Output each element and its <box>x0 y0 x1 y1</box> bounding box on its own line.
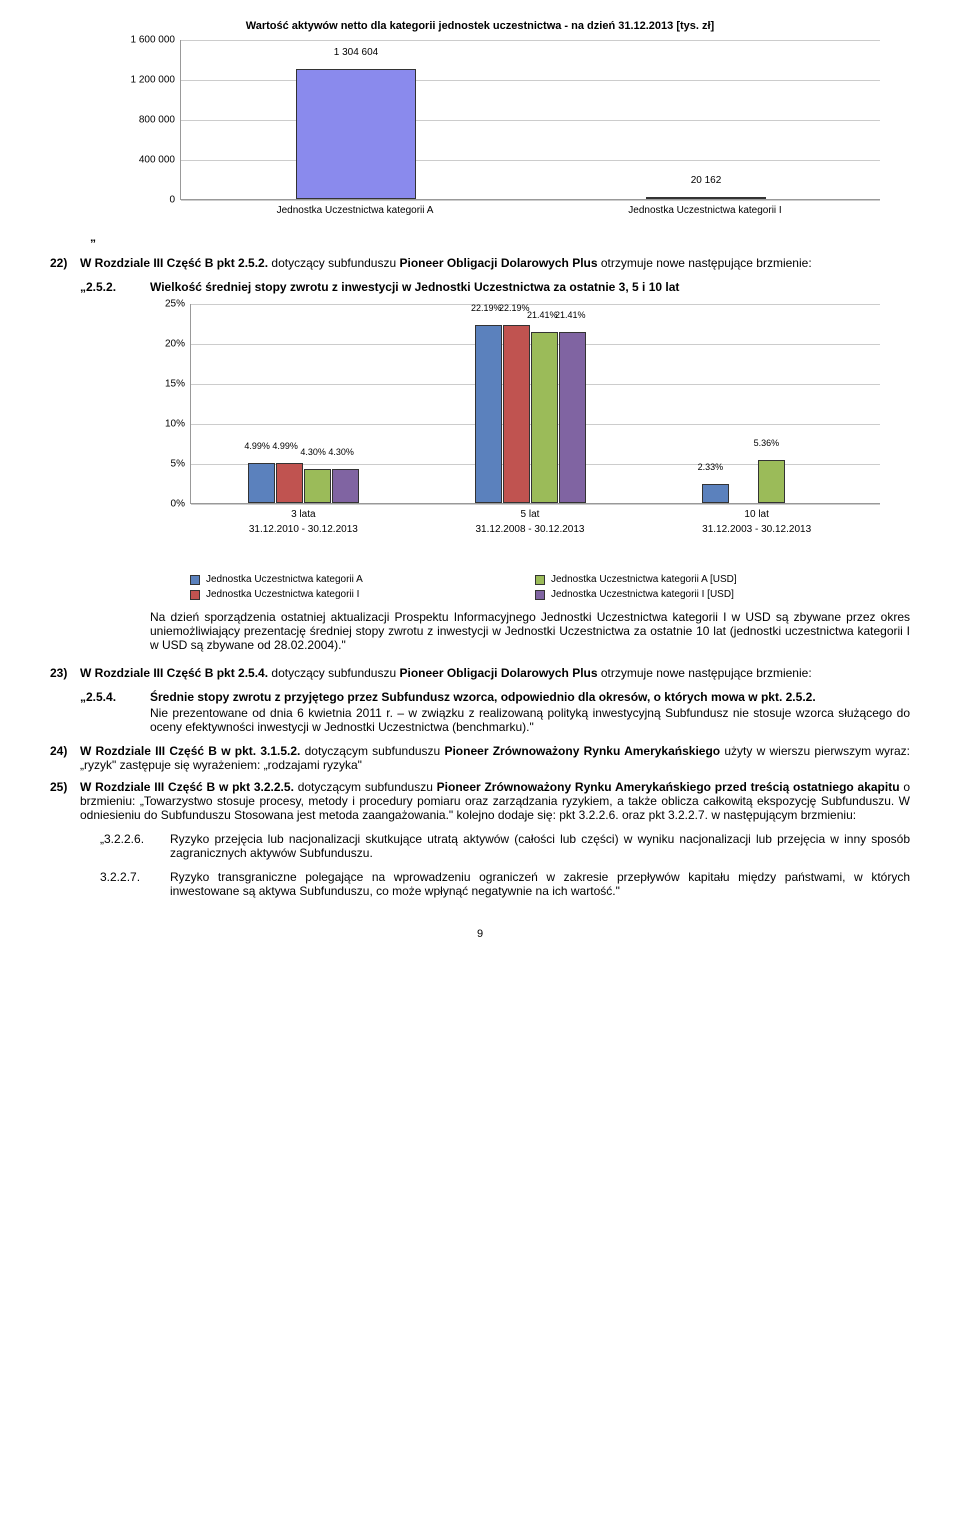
item-22-num: 22) <box>50 256 80 270</box>
chart2-plot: 0%5%10%15%20%25%4.99%4.99%4.30%4.30%22.1… <box>190 304 880 504</box>
item-22-body: W Rozdziale III Część B pkt 2.5.2. dotyc… <box>80 256 910 270</box>
para-22: Na dzień sporządzenia ostatniej aktualiz… <box>150 610 910 652</box>
chart2-bar <box>248 463 275 503</box>
section-3-2-2-6: „3.2.2.6. Ryzyko przejęcia lub nacjonali… <box>100 832 910 860</box>
chart2-bar <box>304 469 331 503</box>
section-3-2-2-7: 3.2.2.7. Ryzyko transgraniczne polegając… <box>100 870 910 898</box>
page-number: 9 <box>50 928 910 940</box>
quote-mark: „ <box>90 230 910 244</box>
chart1: 1 304 60420 162 0400 000800 0001 200 000… <box>110 40 880 220</box>
item-24: 24) W Rozdziale III Część B w pkt. 3.1.5… <box>50 744 910 772</box>
chart2-legend: Jednostka Uczestnictwa kategorii AJednos… <box>190 574 880 600</box>
chart2-bar <box>332 469 359 503</box>
legend-item: Jednostka Uczestnictwa kategorii I <box>190 589 535 600</box>
chart1-title: Wartość aktywów netto dla kategorii jedn… <box>50 20 910 32</box>
item-23: 23) W Rozdziale III Część B pkt 2.5.4. d… <box>50 666 910 680</box>
chart2: 0%5%10%15%20%25%4.99%4.99%4.30%4.30%22.1… <box>150 304 880 564</box>
legend-item: Jednostka Uczestnictwa kategorii A [USD] <box>535 574 880 585</box>
chart1-bar <box>646 197 766 199</box>
chart2-bar <box>559 332 586 503</box>
sec-id: „2.5.2. <box>80 280 150 294</box>
section-2-5-4: „2.5.4. Średnie stopy zwrotu z przyjęteg… <box>80 690 910 734</box>
chart2-bar <box>276 463 303 503</box>
legend-item: Jednostka Uczestnictwa kategorii I [USD] <box>535 589 880 600</box>
chart2-bar <box>475 325 502 503</box>
sec-text: Wielkość średniej stopy zwrotu z inwesty… <box>150 280 910 294</box>
item-22: 22) W Rozdziale III Część B pkt 2.5.2. d… <box>50 256 910 270</box>
chart1-bar <box>296 69 416 199</box>
chart2-bar <box>702 484 729 503</box>
section-2-5-2: „2.5.2. Wielkość średniej stopy zwrotu z… <box>80 280 910 294</box>
chart2-bar <box>503 325 530 503</box>
legend-item: Jednostka Uczestnictwa kategorii A <box>190 574 535 585</box>
chart2-bar <box>758 460 785 503</box>
chart1-plot: 1 304 60420 162 <box>180 40 880 200</box>
chart2-bar <box>531 332 558 503</box>
item-25: 25) W Rozdziale III Część B w pkt 3.2.2.… <box>50 780 910 822</box>
